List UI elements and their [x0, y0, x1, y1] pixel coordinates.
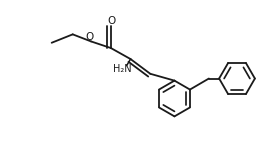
Text: H₂N: H₂N — [112, 64, 131, 74]
Text: O: O — [85, 32, 93, 42]
Text: O: O — [107, 16, 115, 26]
